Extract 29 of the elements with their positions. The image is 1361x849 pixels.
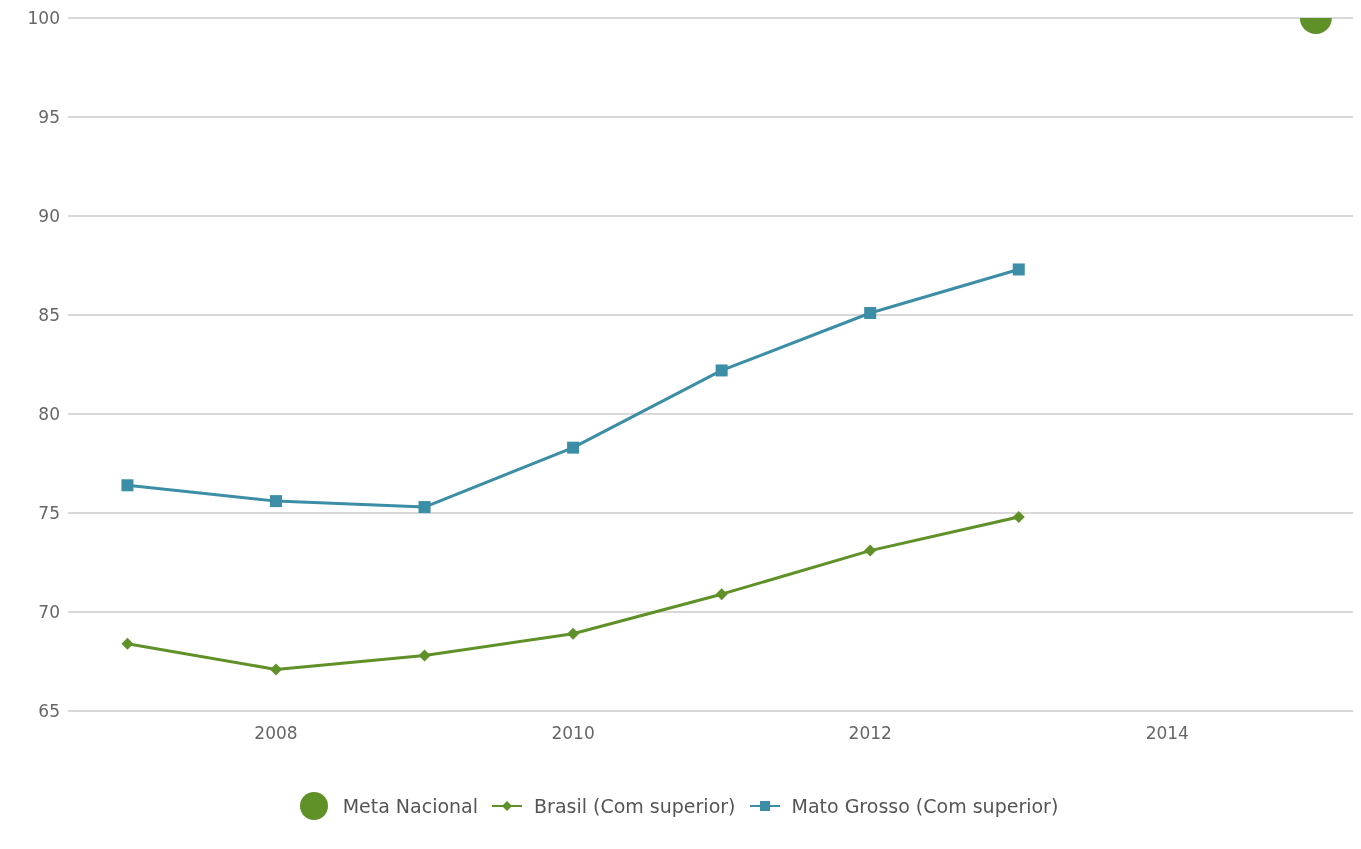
point — [418, 649, 431, 662]
point — [1012, 510, 1025, 523]
legend-label: Brasil (Com superior) — [534, 795, 736, 817]
point — [269, 495, 282, 508]
x-tick-label: 2014 — [1145, 723, 1189, 744]
point — [864, 307, 877, 320]
y-tick-label: 90 — [38, 206, 60, 227]
point — [567, 441, 580, 454]
legend-label: Meta Nacional — [342, 795, 479, 817]
point — [567, 627, 580, 640]
y-tick-label: 80 — [38, 404, 60, 425]
point — [715, 364, 728, 377]
x-tick-label: 2008 — [254, 723, 298, 744]
x-tick-label: 2010 — [551, 723, 595, 744]
point — [269, 663, 282, 676]
point — [121, 637, 134, 650]
x-tick-label: 2012 — [848, 723, 892, 744]
point — [864, 544, 877, 557]
y-tick-label: 95 — [38, 107, 60, 128]
legend-label: Mato Grosso (Com superior) — [791, 795, 1059, 817]
y-tick-label: 75 — [38, 503, 60, 524]
y-tick-label: 100 — [27, 8, 60, 29]
point — [121, 479, 134, 492]
point — [1012, 263, 1025, 276]
point — [715, 588, 728, 601]
y-tick-label: 65 — [38, 701, 60, 722]
y-tick-label: 70 — [38, 602, 60, 623]
y-tick-label: 85 — [38, 305, 60, 326]
point — [418, 501, 431, 514]
